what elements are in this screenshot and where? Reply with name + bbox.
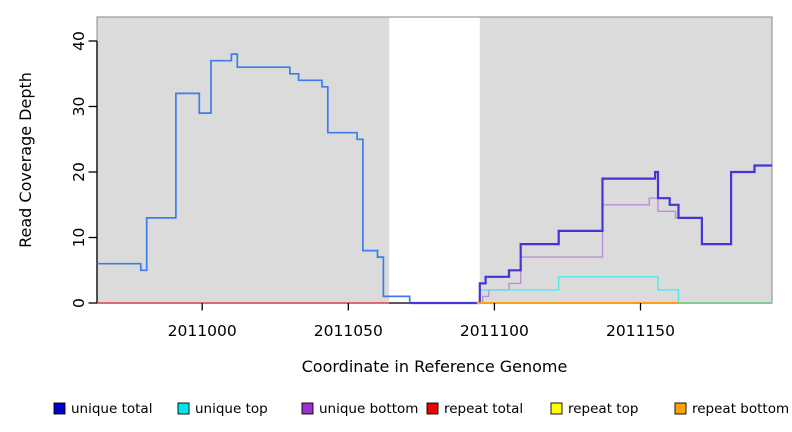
legend-swatch: [550, 402, 563, 415]
legend-swatch: [426, 402, 439, 415]
legend-label: repeat top: [568, 401, 638, 417]
legend-item: repeat top: [550, 401, 638, 417]
series-lines: [97, 53, 772, 305]
legend-swatch: [674, 402, 687, 415]
legend-item: unique total: [53, 401, 152, 417]
x-tick-label: 2011150: [606, 322, 675, 340]
coverage-panel-left: [97, 17, 390, 304]
legend-label: repeat total: [444, 401, 523, 417]
legend-item: repeat total: [426, 401, 523, 417]
y-axis-title: Read Coverage Depth: [16, 72, 35, 248]
y-tick-label: 20: [70, 162, 88, 182]
y-tick-label: 30: [70, 97, 88, 117]
x-tick-label: 2011100: [460, 322, 529, 340]
legend-label: unique total: [71, 401, 152, 417]
y-tick-label: 10: [70, 228, 88, 248]
y-tick-label: 40: [70, 31, 88, 51]
legend-label: unique top: [195, 401, 268, 417]
legend-swatch: [301, 402, 314, 415]
x-tick-label: 2011050: [314, 322, 383, 340]
x-tick-label: 2011000: [168, 322, 237, 340]
series-unique-total-right-of-gap-: [409, 164, 772, 305]
coverage-panel-right: [479, 17, 772, 304]
legend-label: repeat bottom: [692, 401, 789, 417]
y-tick-label: 0: [70, 298, 88, 308]
legend-label: unique bottom: [319, 401, 418, 417]
legend-swatch: [53, 402, 66, 415]
legend-item: unique bottom: [301, 401, 418, 417]
legend-item: unique top: [177, 401, 268, 417]
series-unique-total-left-of-gap-: [97, 53, 411, 303]
tick-marks-and-labels: 2011000 2011050 2011100 2011150 0 10 20 30 40: [70, 31, 675, 340]
x-axis-title: Coordinate in Reference Genome: [302, 357, 568, 376]
legend-item: repeat bottom: [674, 401, 789, 417]
panel-background: [97, 17, 772, 304]
legend: unique total unique top unique bottom repea…: [53, 401, 789, 417]
legend-swatch: [177, 402, 190, 415]
